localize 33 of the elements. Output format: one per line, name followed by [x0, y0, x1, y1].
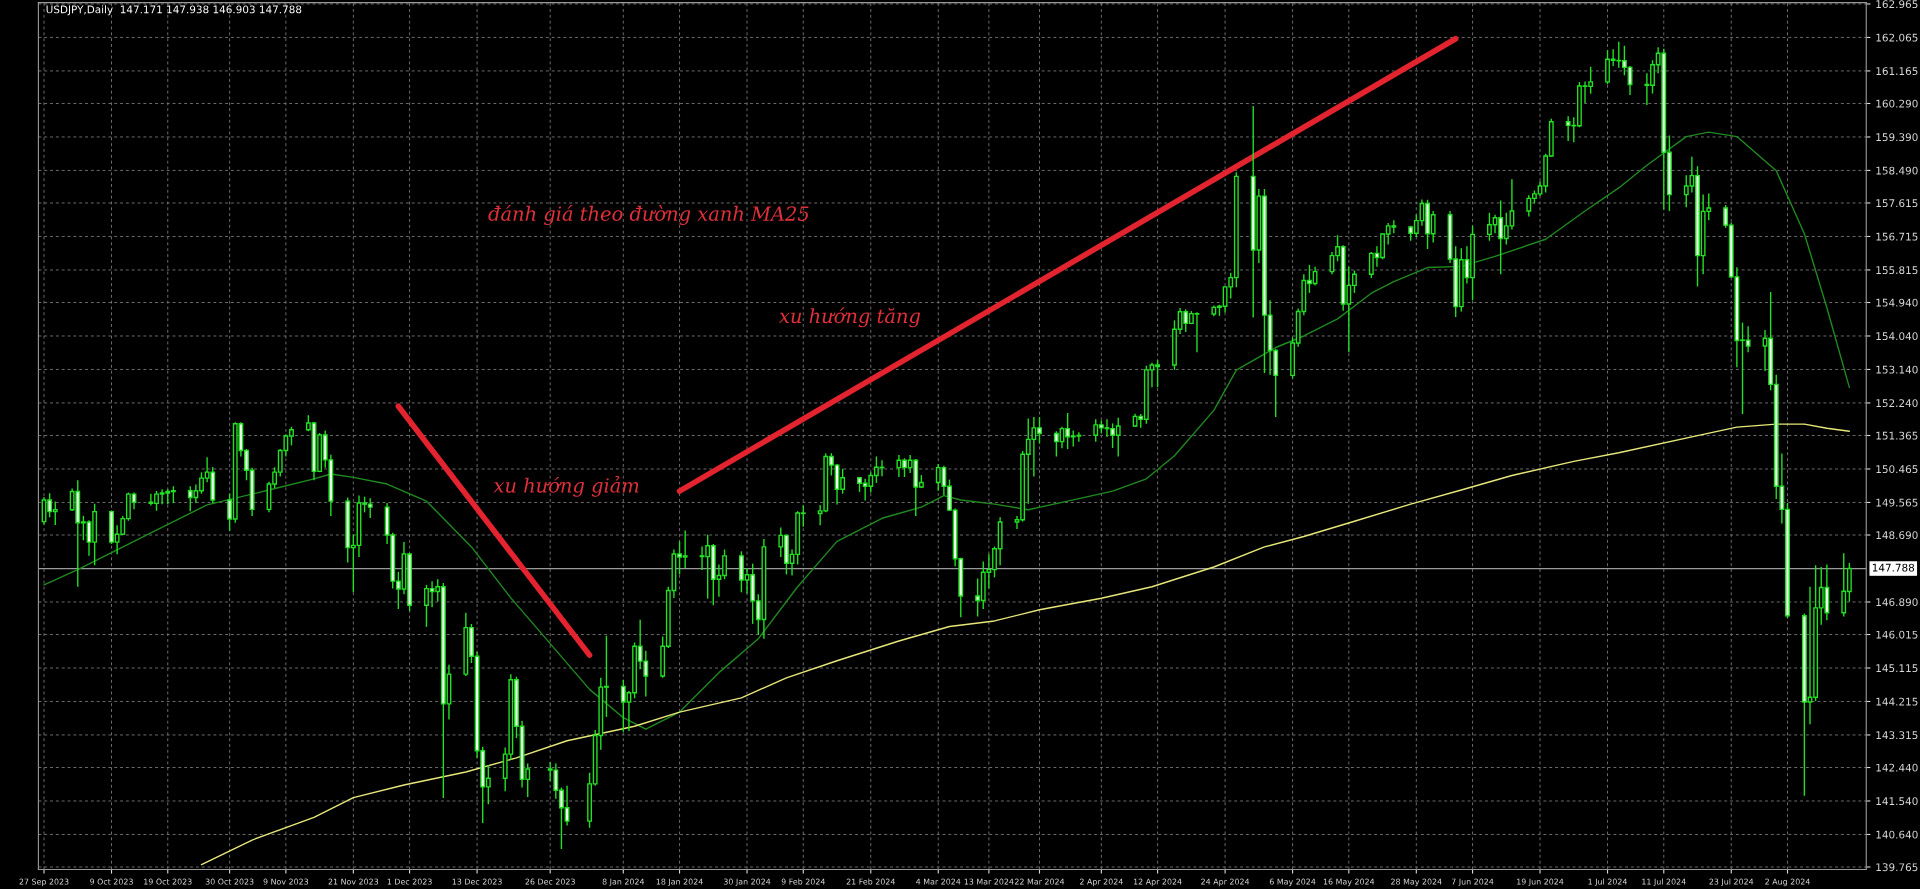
y-tick-label: 141.540	[1876, 797, 1918, 806]
y-tick-label: 161.165	[1876, 67, 1918, 76]
y-tick-label: 152.240	[1876, 399, 1918, 408]
y-tick-label: 139.765	[1876, 863, 1918, 872]
y-tick-label: 143.315	[1876, 731, 1918, 740]
line-series	[200, 423, 1851, 866]
y-tick-label: 156.715	[1876, 232, 1918, 241]
y-tick-label: 160.290	[1876, 99, 1918, 108]
y-tick-label: 146.015	[1876, 630, 1918, 639]
annotation: xu hướng giảm	[493, 475, 639, 497]
y-tick-label: 149.565	[1876, 498, 1918, 507]
annotation: xu hướng tăng	[779, 307, 921, 328]
y-tick-label: 144.215	[1876, 697, 1918, 706]
y-tick-label: 154.040	[1876, 332, 1918, 341]
y-tick-label: 158.490	[1876, 166, 1918, 175]
annotation: đánh giá theo đường xanh MA25	[488, 205, 809, 225]
y-tick-label: 154.940	[1876, 298, 1918, 307]
y-tick-label: 159.390	[1876, 133, 1918, 142]
line-series	[43, 131, 1851, 730]
ref-line-label: 147.788	[1872, 563, 1915, 572]
y-tick-label: 162.965	[1876, 0, 1918, 9]
y-tick-label: 148.690	[1876, 531, 1918, 540]
chart-title: USDJPY,Daily 147.171 147.938 146.903 147.788	[46, 5, 302, 16]
y-tick-label: 146.890	[1876, 598, 1918, 607]
y-tick-label: 157.615	[1876, 199, 1918, 208]
y-tick-label: 150.465	[1876, 465, 1918, 474]
y-tick-label: 155.815	[1876, 266, 1918, 275]
y-tick-label: 140.640	[1876, 830, 1918, 839]
y-tick-label: 145.115	[1876, 664, 1918, 673]
y-tick-label: 162.065	[1876, 33, 1918, 42]
y-tick-label: 153.140	[1876, 365, 1918, 374]
y-tick-label: 142.440	[1876, 763, 1918, 772]
y-tick-label: 151.365	[1876, 431, 1918, 440]
